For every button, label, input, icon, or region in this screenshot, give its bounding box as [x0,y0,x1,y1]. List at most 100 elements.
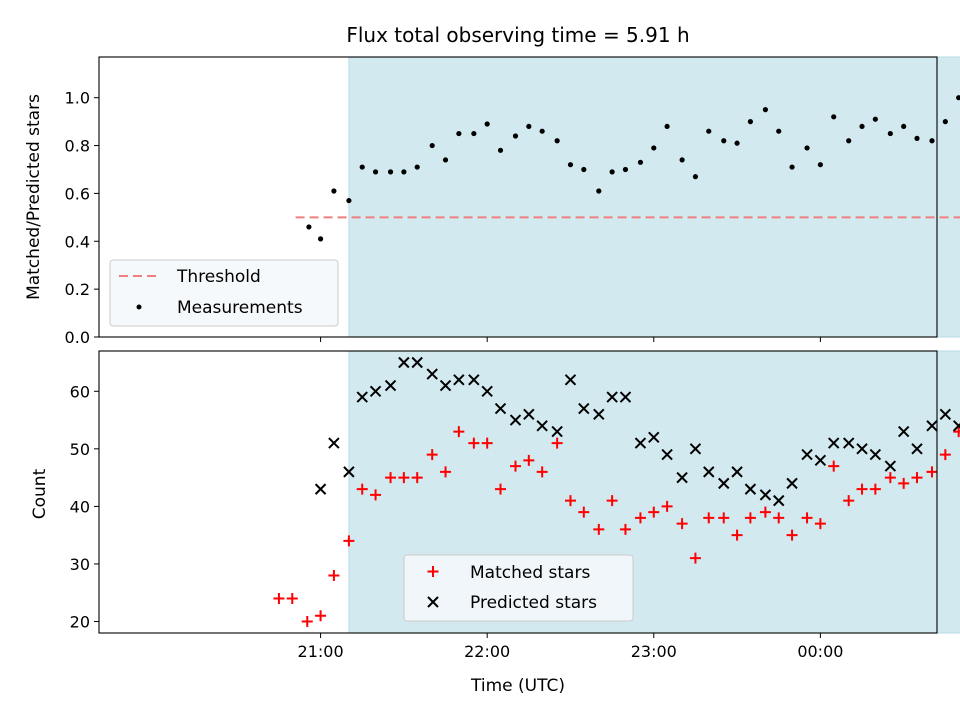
count-panel-ylabel: Count [30,468,50,519]
predicted-point [773,494,785,507]
matched-point [370,489,382,501]
measurement-point [317,236,324,242]
predicted-point [314,483,327,495]
predicted-point [703,466,715,478]
matched-point [273,592,285,604]
predicted-point [328,437,340,449]
matched-point [634,512,646,524]
predicted-point [884,460,897,472]
matched-point [939,449,951,461]
matched-point [869,483,881,495]
y-tick-label: 0.4 [65,232,90,251]
predicted-point [801,448,813,461]
predicted-point [939,408,952,421]
measurement-point [581,166,587,173]
predicted-point [952,420,960,432]
measurement-point [914,135,920,141]
ratio-legend-box [109,259,339,327]
matched-point [619,523,631,535]
measurement-point [471,130,477,137]
matched-point [356,483,368,495]
ratio-panel-ylabel: Matched/Predicted stars [24,94,44,300]
measurement-point [721,138,727,144]
count-panel: 203040506021:0022:0023:0000:0001:0002:00… [30,350,960,661]
ratio-legend: Threshold Measurements [109,259,339,327]
matched-point [453,426,465,438]
predicted-point [634,437,647,449]
measurement-point [831,114,837,120]
predicted-point [564,374,577,386]
matched-point [328,569,340,581]
measurement-point [679,157,685,163]
matched-point [385,472,397,484]
matched-point [315,610,327,622]
measurement-point [512,133,519,139]
measurement-point [901,123,907,130]
count-marks [273,356,960,627]
measurement-point [887,130,893,137]
y-tick-label: 20 [70,612,90,631]
predicted-point [411,356,423,369]
predicted-point [786,477,798,490]
ratio-panel-frame [98,56,938,338]
count-legend-box [403,554,634,622]
matched-point [578,506,590,518]
measurement-point [637,159,644,165]
matched-point [523,454,535,466]
matched-point [606,495,618,507]
matched-point [440,466,452,478]
predicted-point [926,420,938,432]
legend-predicted-label: Predicted stars [470,593,597,613]
measurement-point [776,128,782,134]
predicted-point [744,483,757,495]
predicted-point [593,408,605,421]
legend-matched-label: Matched stars [470,563,590,583]
matched-point [689,552,701,564]
predicted-point [509,414,522,426]
count-legend: Matched stars Predicted stars [403,554,634,622]
predicted-point [897,425,910,438]
predicted-point [468,374,480,386]
ratio-axes: 0.0 0.2 0.4 0.6 0.8 1.0 [65,89,821,347]
matched-point [773,512,785,524]
matched-point [898,477,910,489]
predicted-point [356,391,368,403]
measurement-point [734,140,740,146]
predicted-point [578,402,590,415]
y-tick-label: 50 [70,440,90,459]
matched-point [926,466,938,478]
matched-point [759,506,771,518]
predicted-point [536,420,548,432]
matched-point [801,512,813,524]
measurement-point [622,166,629,173]
y-tick-label: 40 [70,497,90,516]
y-tick-label: 60 [70,382,90,401]
predicted-point [369,385,382,397]
predicted-point [619,391,632,403]
matched-point [828,460,840,472]
predicted-point [398,356,410,369]
measurement-point [359,164,365,170]
matched-point [286,592,298,604]
matched-point [676,518,688,530]
measurement-point [442,157,449,163]
measurement-point [497,147,504,153]
y-tick-label: 0.0 [65,328,90,347]
measurement-point [692,174,699,180]
y-tick-label: 0.8 [65,137,90,156]
matched-point [648,506,660,518]
measurement-point [387,169,394,175]
matched-point [856,483,868,495]
measurement-point [306,224,312,230]
measurement-point [456,130,462,137]
measurement-point [539,128,545,134]
matched-point [411,472,423,484]
matched-point [911,472,923,484]
matched-point [731,529,743,541]
predicted-point [453,374,465,386]
measurement-point [401,169,407,175]
x-tick-label: 23:00 [631,642,677,661]
y-tick-label: 0.2 [65,280,90,299]
measurement-point [484,121,490,127]
predicted-point [384,379,397,392]
